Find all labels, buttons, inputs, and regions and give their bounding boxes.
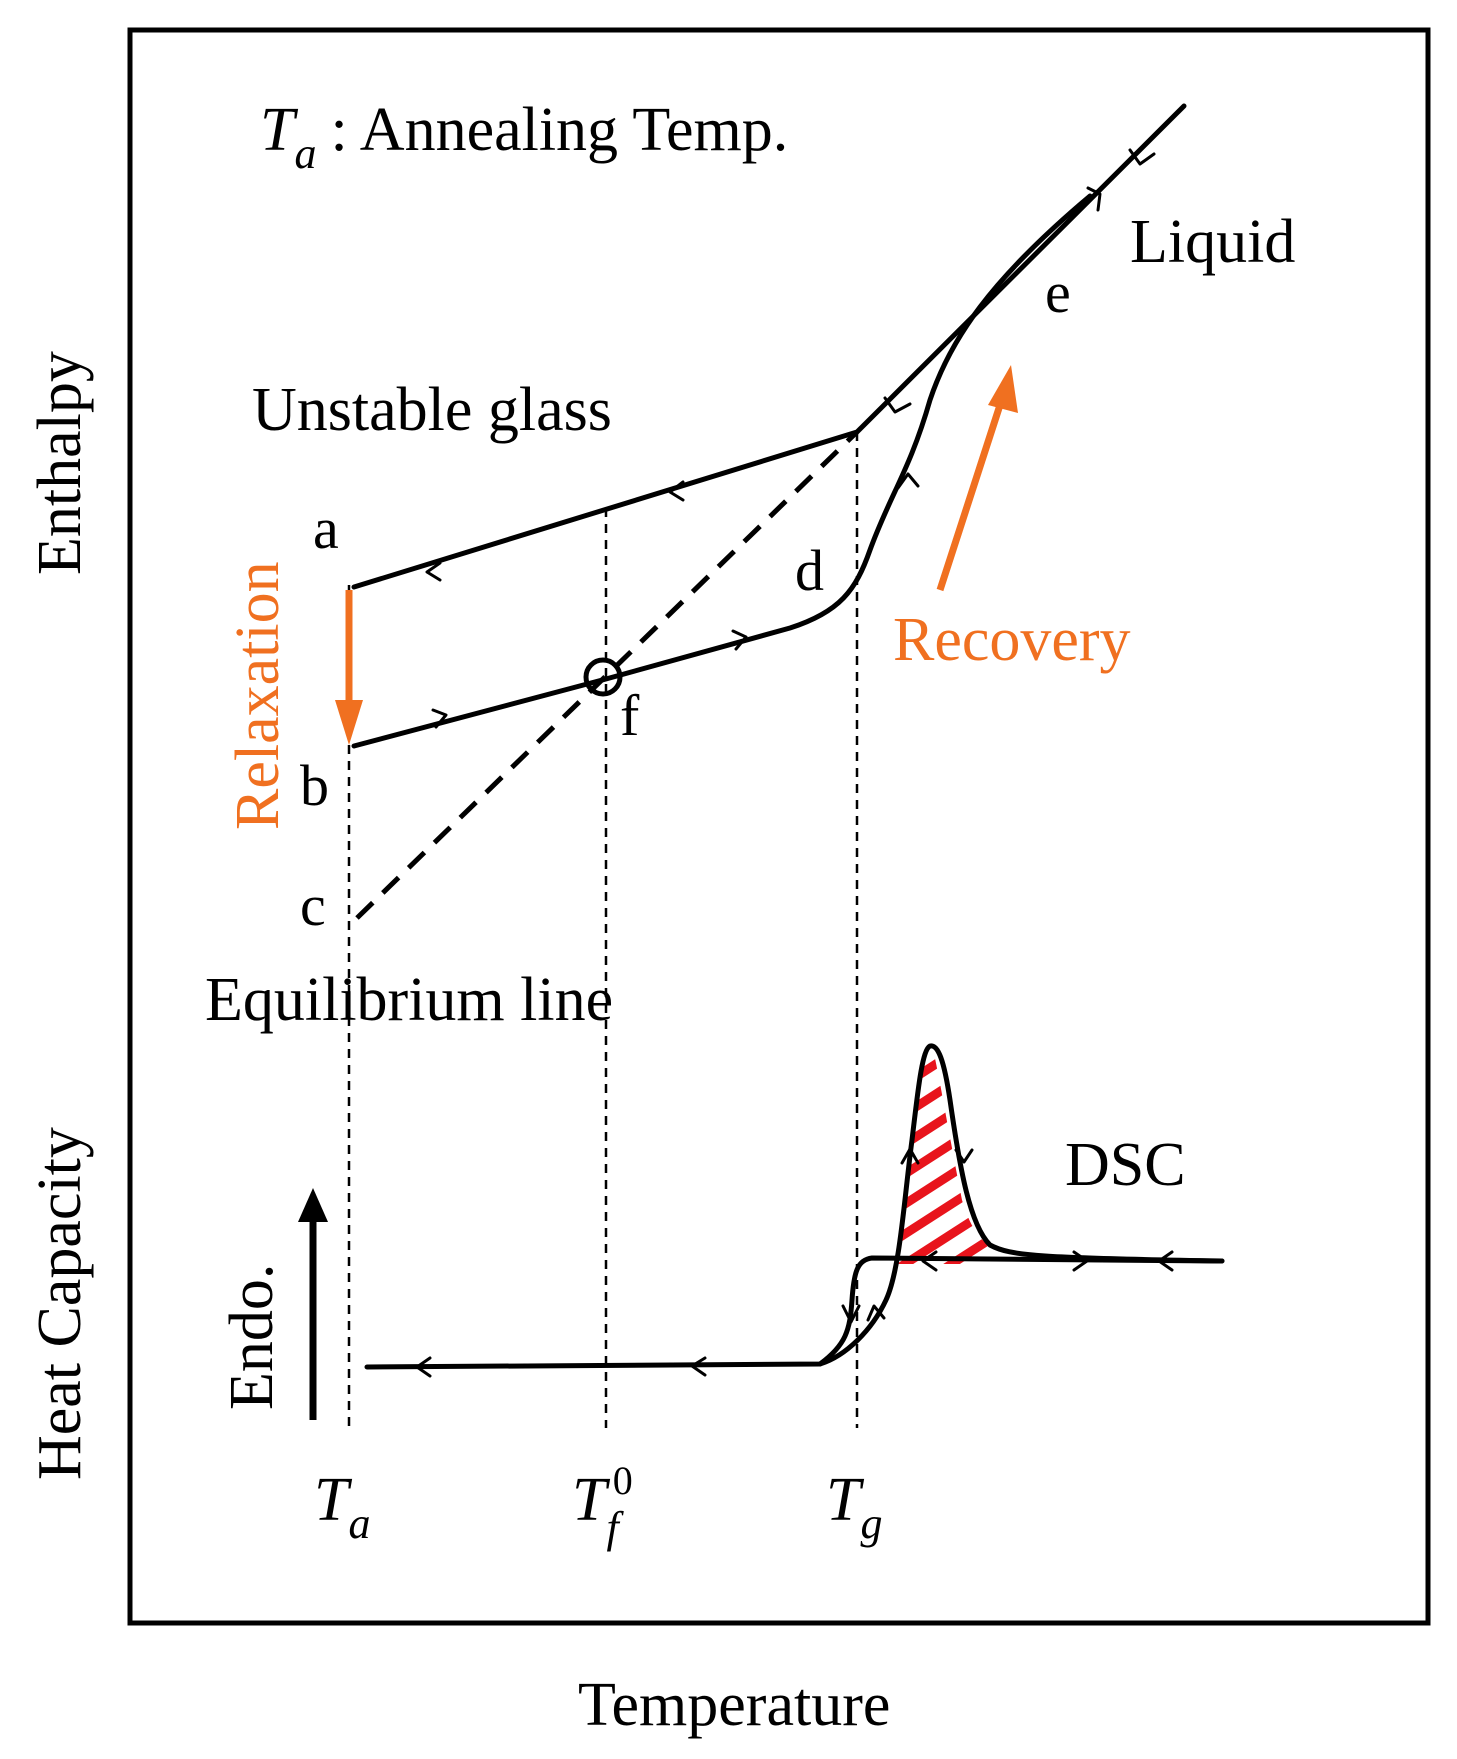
arrow-unstable-glass-cooling <box>668 480 685 502</box>
arrow-heating-b <box>431 708 448 729</box>
endo-label: Endo. <box>218 1264 286 1410</box>
point-e-label: e <box>1045 260 1071 325</box>
dsc-cooling-curve <box>364 1255 1225 1370</box>
arrow-dsc-cooling-2 <box>690 1356 707 1377</box>
arrow-dsc-cooling-3 <box>1157 1250 1174 1272</box>
point-f-label: f <box>620 683 640 748</box>
point-c-label: c <box>300 873 326 938</box>
arrow-liquid-heating <box>1086 186 1102 212</box>
relaxation-arrow <box>335 590 363 745</box>
arrow-dsc-base <box>921 1250 938 1272</box>
equilibrium-line-label: Equilibrium line <box>205 966 613 1034</box>
title-label: Ta: Annealing Temp. <box>260 96 788 178</box>
figure-frame <box>127 27 1431 1626</box>
arrow-liquid-cooling <box>1128 148 1156 166</box>
recovery-arrow <box>936 365 1018 592</box>
arrow-dsc-peak-down <box>954 1148 974 1164</box>
y-axis-heat-capacity-label: Heat Capacity <box>26 1127 94 1480</box>
y-axis-enthalpy-label: Enthalpy <box>26 351 94 575</box>
arrow-dsc-heating-1 <box>1072 1250 1089 1272</box>
arrow-glass-transition-cooling <box>883 396 912 414</box>
arrow-dsc-cooling-1 <box>415 1356 432 1378</box>
tick-tg: Tg <box>826 1466 882 1548</box>
arrow-heating-f <box>731 629 748 651</box>
liquid-label: Liquid <box>1130 208 1295 276</box>
point-f-marker <box>583 657 623 697</box>
dsc-hatched-area <box>898 1043 1020 1264</box>
point-a-label: a <box>313 496 339 561</box>
arrow-dsc-peak-up <box>900 1147 920 1165</box>
dsc-label: DSC <box>1065 1131 1186 1199</box>
equilibrium-dashed-line <box>355 430 859 920</box>
arrow-heating-recovery <box>896 472 920 490</box>
tick-tf0: Tf0 <box>572 1458 633 1552</box>
endo-arrow <box>298 1188 328 1420</box>
recovery-label: Recovery <box>893 606 1131 674</box>
relaxation-label: Relaxation <box>224 561 292 830</box>
point-b-label: b <box>300 753 329 818</box>
unstable-glass-label: Unstable glass <box>252 376 612 444</box>
dsc-heating-curve <box>817 1043 1225 1367</box>
x-axis-label: Temperature <box>578 1671 890 1739</box>
arrow-unstable-glass-cooling-2 <box>425 561 442 582</box>
arrow-dsc-step-1 <box>841 1304 861 1324</box>
arrow-dsc-step-2 <box>866 1304 886 1322</box>
tick-ta: Ta <box>314 1466 370 1548</box>
point-d-label: d <box>795 538 824 603</box>
cooling-curve <box>351 103 1187 590</box>
heating-curve <box>351 193 1093 749</box>
